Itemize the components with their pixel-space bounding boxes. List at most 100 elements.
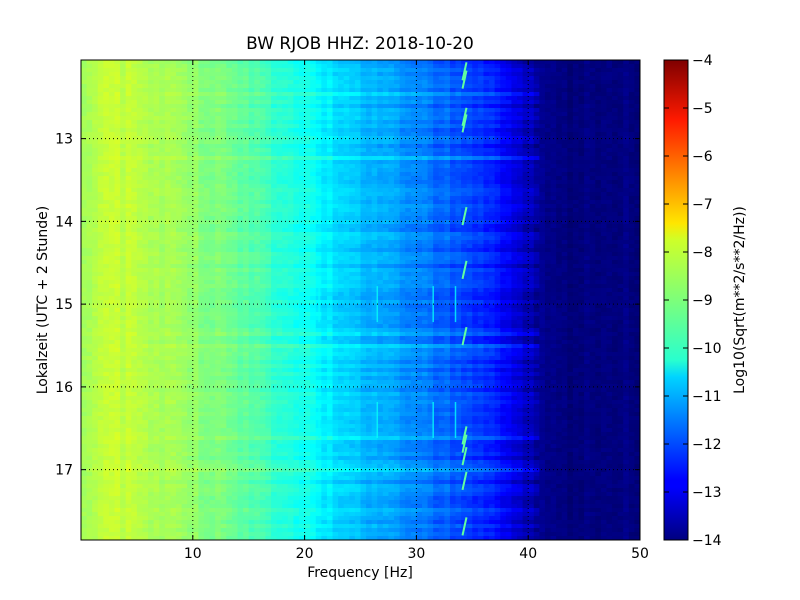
heatmap-cell bbox=[231, 292, 239, 297]
heatmap-cell bbox=[310, 176, 317, 181]
heatmap-cell bbox=[231, 140, 239, 145]
heatmap-cell bbox=[282, 188, 289, 193]
heatmap-cell bbox=[170, 252, 177, 257]
heatmap-cell bbox=[131, 76, 138, 81]
heatmap-cell bbox=[192, 504, 199, 509]
heatmap-cell bbox=[153, 120, 160, 125]
heatmap-cell bbox=[81, 288, 88, 293]
heatmap-cell bbox=[131, 512, 138, 517]
heatmap-cell bbox=[136, 500, 144, 505]
heatmap-cell bbox=[243, 76, 250, 81]
heatmap-cell bbox=[254, 424, 261, 429]
heatmap-cell bbox=[231, 88, 239, 93]
heatmap-cell bbox=[103, 60, 110, 65]
heatmap-cell bbox=[136, 488, 144, 493]
heatmap-cell bbox=[131, 224, 138, 229]
heatmap-cell bbox=[114, 148, 121, 153]
heatmap-cell bbox=[176, 88, 183, 93]
heatmap-cell bbox=[209, 68, 216, 73]
heatmap-cell bbox=[299, 252, 306, 257]
heatmap-cell bbox=[120, 328, 127, 333]
heatmap-cell bbox=[237, 464, 244, 469]
heatmap-cell bbox=[259, 360, 267, 365]
heatmap-cell bbox=[187, 92, 194, 97]
heatmap-cell bbox=[304, 320, 311, 325]
heatmap-cell bbox=[254, 328, 261, 333]
heatmap-cell bbox=[198, 312, 205, 317]
heatmap-cell bbox=[86, 440, 93, 445]
heatmap-cell bbox=[192, 308, 199, 313]
heatmap-cell bbox=[220, 68, 227, 73]
heatmap-cell bbox=[287, 248, 295, 253]
heatmap-cell bbox=[120, 452, 127, 457]
heatmap-cell bbox=[86, 324, 93, 329]
heatmap-cell bbox=[215, 72, 222, 77]
heatmap-cell bbox=[271, 256, 278, 261]
heatmap-cell bbox=[86, 344, 93, 349]
heatmap-cell bbox=[203, 300, 211, 305]
heatmap-cell bbox=[310, 232, 317, 237]
heatmap-cell bbox=[299, 484, 306, 489]
heatmap-cell bbox=[164, 164, 172, 169]
heatmap-cell bbox=[203, 368, 211, 373]
heatmap-cell bbox=[176, 80, 183, 85]
heatmap-cell bbox=[92, 140, 99, 145]
heatmap-cell bbox=[97, 140, 104, 145]
heatmap-cell bbox=[220, 116, 227, 121]
heatmap-cell bbox=[215, 296, 222, 301]
heatmap-cell bbox=[136, 496, 144, 501]
heatmap-cell bbox=[226, 144, 233, 149]
heatmap-cell bbox=[299, 332, 306, 337]
heatmap-cell bbox=[164, 292, 172, 297]
heatmap-cell bbox=[120, 112, 127, 117]
heatmap-cell bbox=[259, 472, 267, 477]
heatmap-cell bbox=[159, 492, 166, 497]
heatmap-cell bbox=[142, 412, 149, 417]
heatmap-cell bbox=[108, 224, 116, 229]
heatmap-cell bbox=[187, 520, 194, 525]
heatmap-cell bbox=[181, 288, 188, 293]
heatmap-cell bbox=[310, 124, 317, 129]
heatmap-cell bbox=[293, 484, 300, 489]
heatmap-cell bbox=[181, 408, 188, 413]
heatmap-cell bbox=[271, 236, 278, 241]
heatmap-cell bbox=[97, 80, 104, 85]
heatmap-cell bbox=[192, 284, 199, 289]
heatmap-cell bbox=[159, 460, 166, 465]
heatmap-cell bbox=[243, 264, 250, 269]
heatmap-cell bbox=[148, 104, 155, 109]
heatmap-cell bbox=[81, 180, 88, 185]
heatmap-cell bbox=[293, 180, 300, 185]
heatmap-cell bbox=[243, 348, 250, 353]
heatmap-cell bbox=[131, 100, 138, 105]
heatmap-cell bbox=[254, 524, 261, 529]
heatmap-cell bbox=[276, 72, 283, 77]
heatmap-cell bbox=[304, 448, 311, 453]
heatmap-cell bbox=[148, 196, 155, 201]
heatmap-cell bbox=[271, 80, 278, 85]
heatmap-cell bbox=[136, 196, 144, 201]
heatmap-cell bbox=[81, 372, 88, 377]
heatmap-cell bbox=[209, 480, 216, 485]
heatmap-cell bbox=[310, 188, 317, 193]
heatmap-cell bbox=[220, 276, 227, 281]
heatmap-cell bbox=[81, 528, 88, 533]
heatmap-cell bbox=[276, 176, 283, 181]
heatmap-cell bbox=[220, 504, 227, 509]
heatmap-cell bbox=[97, 60, 104, 65]
heatmap-cell bbox=[92, 272, 99, 277]
heatmap-cell bbox=[287, 364, 295, 369]
heatmap-cell bbox=[276, 124, 283, 129]
heatmap-cell bbox=[81, 380, 88, 385]
heatmap-cell bbox=[265, 408, 272, 413]
heatmap-cell bbox=[259, 504, 267, 509]
heatmap-cell bbox=[136, 256, 144, 261]
heatmap-cell bbox=[86, 184, 93, 189]
heatmap-cell bbox=[159, 488, 166, 493]
heatmap-cell bbox=[170, 348, 177, 353]
heatmap-cell bbox=[248, 108, 255, 113]
heatmap-cell bbox=[153, 84, 160, 89]
heatmap-cell bbox=[203, 120, 211, 125]
heatmap-cell bbox=[136, 96, 144, 101]
heatmap-cell bbox=[209, 80, 216, 85]
